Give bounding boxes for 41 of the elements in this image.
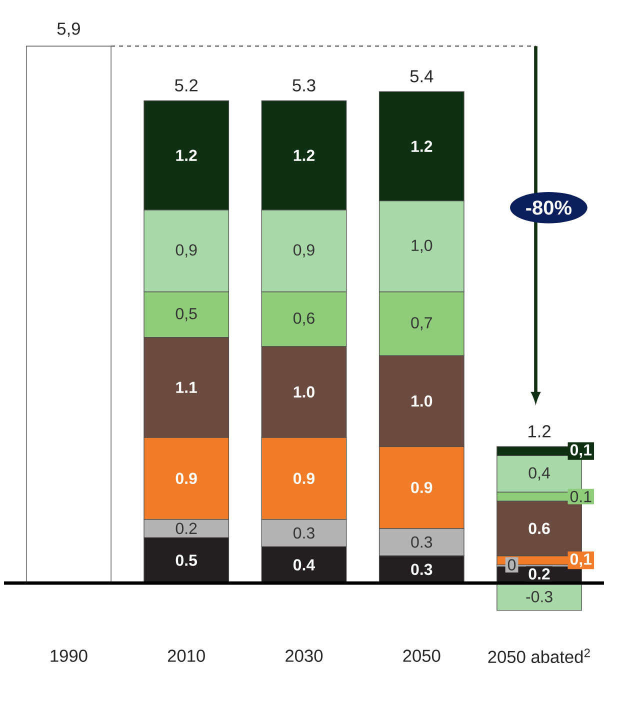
data-label: 0,9	[293, 244, 314, 258]
data-label: 0,1	[570, 553, 592, 568]
data-label: 1,0	[412, 240, 432, 253]
data-label: 0,7	[411, 317, 432, 330]
bar	[26, 46, 112, 584]
total-label: 1.2	[528, 425, 550, 438]
data-label: 0.6	[528, 522, 550, 534]
data-label: 0.9	[293, 472, 315, 484]
total-label: 5,9	[57, 22, 80, 37]
x-tick-label: 2010	[168, 650, 205, 662]
data-label: 0.4	[293, 559, 316, 570]
data-label: -0.3	[526, 591, 552, 602]
data-label: 0.5	[176, 554, 198, 566]
total-label: 5.4	[410, 70, 434, 82]
data-label: 0,1	[570, 444, 592, 458]
data-label: 0.2	[528, 568, 550, 580]
data-label: 1.2	[294, 150, 314, 161]
data-label: 0.1	[570, 490, 592, 502]
x-tick-label: 2050	[403, 650, 440, 662]
data-label: 1.2	[176, 150, 197, 161]
data-label: 0.3	[293, 527, 314, 539]
data-label: 1.0	[412, 395, 432, 407]
data-label: 1.0	[294, 386, 314, 398]
total-label: 5.3	[292, 79, 316, 92]
data-label: 0.3	[411, 536, 432, 548]
data-label: 0,9	[176, 244, 197, 258]
data-label: 1.2	[412, 140, 432, 152]
data-label: 0,5	[176, 308, 197, 322]
data-label: 0,6	[293, 312, 314, 326]
data-label: 0.9	[176, 472, 197, 484]
x-tick-label: 2030	[286, 650, 323, 662]
data-label: 0	[508, 559, 516, 570]
data-label: 1.1	[176, 382, 198, 393]
x-tick-label: 1990	[50, 650, 88, 662]
data-label: 0.9	[411, 482, 432, 494]
data-label: 0.3	[411, 564, 432, 576]
total-label: 5.2	[174, 79, 198, 92]
data-label: 0.2	[176, 522, 197, 534]
data-label: 0,4	[528, 467, 550, 480]
x-tick-label: 2050 abated$^{2}$	[488, 648, 590, 664]
annotation: -80%	[526, 200, 572, 215]
